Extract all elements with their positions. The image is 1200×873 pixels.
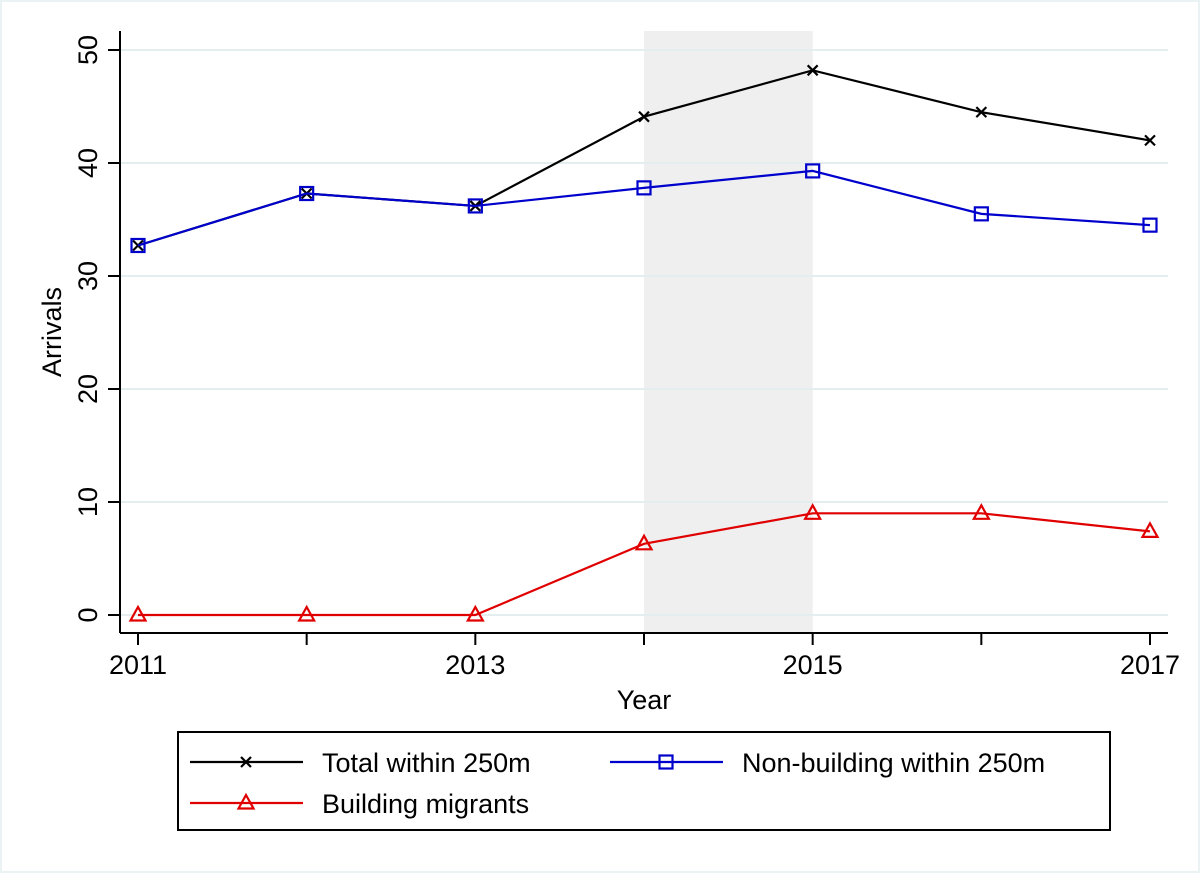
series-layer: [128, 64, 1160, 622]
data-point-2016: [973, 206, 989, 222]
series-building-migrants: [128, 503, 1160, 622]
data-point-2016: [971, 503, 991, 520]
data-point-2016: [975, 106, 988, 118]
data-point-2014: [636, 180, 652, 196]
shaded-period: [644, 31, 813, 633]
legend-label: Total within 250m: [322, 748, 531, 778]
x-axis-title: Year: [617, 685, 672, 715]
data-point-2015: [803, 503, 823, 520]
shaded-period-layer: [644, 31, 813, 633]
legend-marker: [658, 754, 674, 770]
x-tick-label-2015: 2015: [783, 650, 843, 680]
x-tick-label-2013: 2013: [445, 650, 505, 680]
axes: 0 10 20 30 40 50 2011 2013 2015 2017: [73, 31, 1180, 680]
legend-item-3: Building migrants: [190, 789, 529, 819]
y-tick-label-0: 0: [73, 607, 103, 622]
y-axis-title: Arrivals: [37, 287, 67, 377]
legend: Total within 250m Non-building within 250…: [177, 731, 1111, 831]
legend-item-1: Total within 250m: [190, 748, 531, 778]
data-point-2011: [130, 237, 146, 254]
y-tick-label-40: 40: [73, 148, 103, 178]
legend-box: [177, 731, 1111, 831]
x-tick-label-2011: 2011: [109, 650, 167, 680]
data-point-2012: [297, 604, 317, 622]
series-line: [138, 512, 1151, 617]
data-point-2013: [465, 604, 485, 622]
data-point-2017: [1142, 217, 1158, 233]
legend-label: Non-building within 250m: [742, 748, 1045, 778]
legend-marker: [236, 792, 256, 810]
data-point-2017: [1144, 134, 1156, 147]
data-point-2017: [1140, 521, 1160, 538]
legend-marker: [240, 756, 252, 768]
series-non-building-within-250m: [130, 163, 1158, 254]
y-tick-label-30: 30: [73, 261, 103, 291]
legend-label: Building migrants: [322, 789, 529, 819]
y-tick-label-10: 10: [73, 487, 103, 517]
data-point-2013: [467, 198, 483, 214]
x-tick-label-2017: 2017: [1120, 650, 1180, 680]
y-tick-label-50: 50: [73, 35, 103, 65]
series-line: [137, 169, 1151, 247]
data-point-2015: [806, 64, 819, 77]
data-point-2012: [299, 185, 315, 202]
data-point-2014: [638, 110, 650, 123]
legend-item-2: Non-building within 250m: [610, 748, 1045, 778]
y-tick-label-20: 20: [73, 374, 103, 404]
data-point-2011: [128, 604, 148, 622]
data-point-2015: [805, 163, 821, 179]
data-point-2014: [634, 533, 654, 551]
